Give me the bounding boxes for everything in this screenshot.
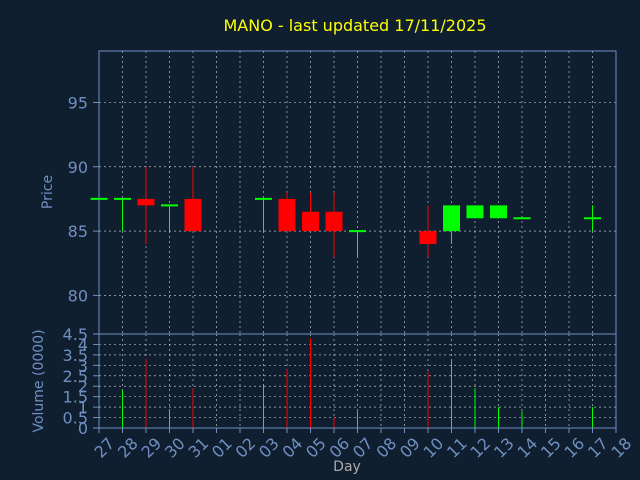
- volume-tick-label: 0.5: [63, 409, 88, 428]
- volume-tick-label: 0: [78, 419, 88, 438]
- volume-axis-label: Volume (0000): [31, 329, 47, 432]
- volume-tick-label: 1.5: [63, 388, 88, 407]
- candle-body: [466, 205, 484, 219]
- volume-tick-label: 2: [78, 377, 88, 396]
- volume-tick-label: 1: [78, 398, 88, 417]
- candle-body: [184, 198, 202, 232]
- volume-tick-label: 2.5: [63, 367, 88, 386]
- volume-tick-label: 4: [78, 335, 88, 354]
- candle-body: [302, 211, 319, 232]
- volume-tick-label: 4.5: [63, 325, 88, 344]
- chart-title: MANO - last updated 17/11/2025: [223, 16, 486, 35]
- price-tick-label: 95: [68, 93, 88, 112]
- price-tick-label: 90: [68, 158, 88, 177]
- day-axis: 2728293031010203040506070809101112131415…: [90, 428, 635, 462]
- price-panel: 80 85 90 95: [68, 50, 617, 335]
- candle-body: [278, 198, 296, 232]
- day-axis-label: Day: [333, 459, 361, 475]
- volume-panel: 00.511.522.533.544.5: [63, 325, 617, 438]
- price-tick-label: 85: [68, 222, 88, 241]
- volume-tick-label: 3: [78, 356, 88, 375]
- candle-body: [419, 231, 437, 244]
- price-tick-label: 80: [68, 286, 88, 305]
- volume-tick-label: 3.5: [63, 346, 88, 365]
- candle-body: [443, 205, 460, 232]
- candle-body: [490, 205, 507, 219]
- day-tick-label: 18: [607, 434, 635, 462]
- candle-body: [325, 211, 343, 232]
- candle-body: [137, 198, 155, 206]
- price-axis-label: Price: [40, 175, 56, 209]
